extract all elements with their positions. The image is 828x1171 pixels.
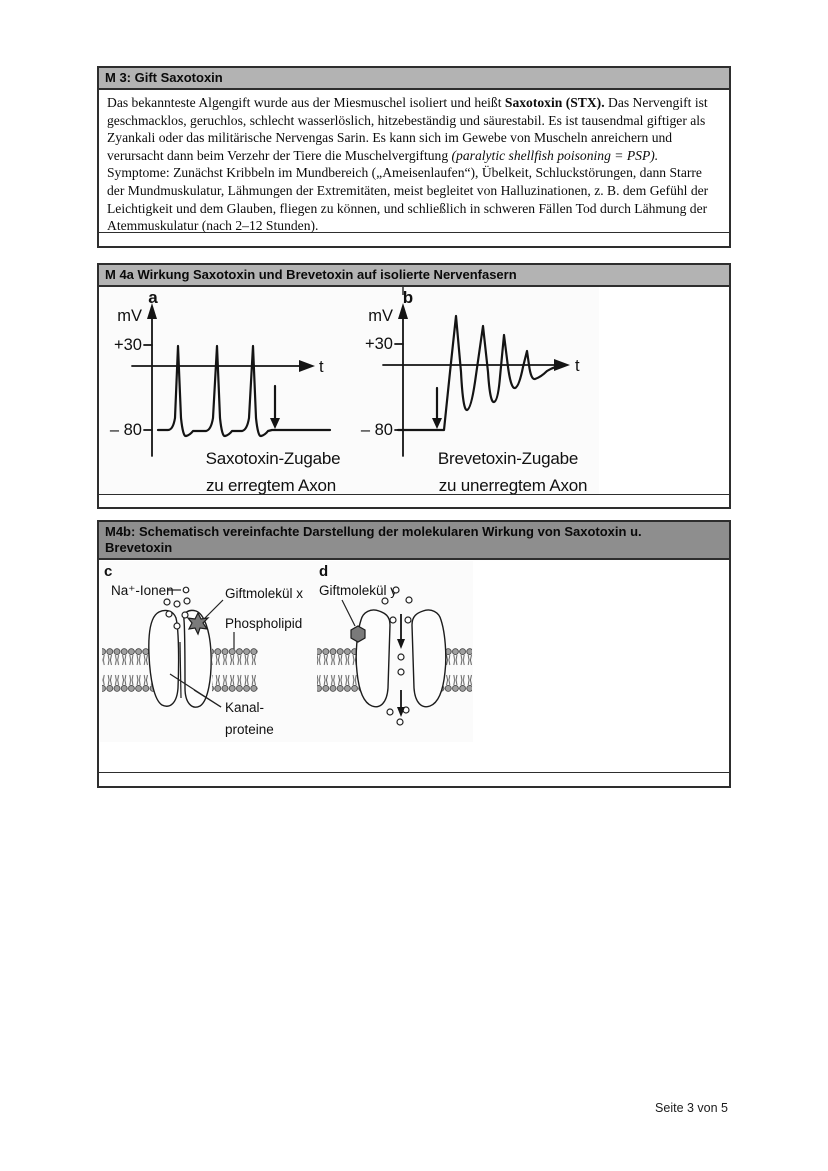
tick-plus30-label: +30 bbox=[365, 335, 393, 353]
x-axis-label: t bbox=[319, 358, 324, 376]
sodium-ions-flow bbox=[381, 586, 413, 726]
m3-header: M 3: Gift Saxotoxin bbox=[99, 68, 729, 90]
page-number: Seite 3 von 5 bbox=[655, 1101, 728, 1115]
phospholipid-bilayer-left bbox=[102, 648, 157, 692]
m3-run-5: Symptome: Zunächst Kribbeln im Mundberei… bbox=[107, 165, 709, 234]
x-axis-arrow-icon bbox=[299, 360, 315, 372]
channel-pointer-line-2 bbox=[193, 689, 222, 708]
phospholipid-bilayer-right bbox=[212, 648, 258, 692]
m4a-figure-area: a mV t +30 – 80 bbox=[99, 287, 729, 494]
tick-minus80-label: – 80 bbox=[110, 421, 142, 439]
saxotoxin-addition-arrow-icon bbox=[270, 384, 280, 429]
m4b-header: M4b: Schematisch vereinfachte Darstellun… bbox=[99, 522, 729, 560]
m3-run-3: Das Nervengift ist geschmacklos, geruchl… bbox=[107, 95, 708, 163]
ion-flow-arrow-top-icon bbox=[397, 614, 405, 649]
figure-background bbox=[100, 287, 599, 494]
graph-b-caption-line2: zu unerregtem Axon bbox=[439, 476, 588, 494]
channel-protein-label-line2: proteine bbox=[225, 722, 274, 737]
tick-plus30-label: +30 bbox=[114, 336, 142, 354]
tick-minus80-label: – 80 bbox=[361, 421, 393, 439]
graph-a: a mV t +30 – 80 bbox=[110, 288, 341, 494]
m4b-figure-area: c Na⁺-Ionen Giftmolekül x Phospholipid bbox=[99, 560, 729, 772]
m4b-empty-row bbox=[99, 772, 729, 786]
graph-b: b mV t +30 – 80 bbox=[361, 288, 588, 494]
y-axis-arrow-icon bbox=[147, 303, 157, 319]
na-ions-label: Na⁺-Ionen bbox=[111, 583, 174, 598]
m3-title: M 3: Gift Saxotoxin bbox=[105, 70, 223, 85]
m3-box: M 3: Gift Saxotoxin Das bekannteste Alge… bbox=[97, 66, 731, 248]
m3-empty-row bbox=[99, 232, 729, 246]
toxin-x-pointer-line bbox=[202, 599, 224, 621]
graph-b-caption-line1: Brevetoxin-Zugabe bbox=[438, 449, 578, 468]
channel-protein-label-line1: Kanal- bbox=[225, 700, 264, 715]
sodium-ions-cluster bbox=[163, 597, 191, 630]
channel-protein-right bbox=[183, 609, 212, 708]
diagram-d: d Giftmolekül y bbox=[317, 563, 472, 726]
diagram-c-letter: c bbox=[104, 563, 112, 580]
sodium-ion-icon bbox=[182, 586, 190, 594]
graph-b-letter: b bbox=[403, 288, 413, 307]
membrane-potential-trace-b bbox=[396, 314, 567, 432]
m4b-box: M4b: Schematisch vereinfachte Darstellun… bbox=[97, 520, 731, 788]
toxin-y-label: Giftmolekül y bbox=[319, 583, 397, 598]
toxin-x-label: Giftmolekül x bbox=[225, 586, 303, 601]
closed-channel-gate-line bbox=[179, 641, 182, 699]
graph-a-letter: a bbox=[148, 288, 158, 307]
ion-flow-arrow-bottom-icon bbox=[397, 690, 405, 717]
diagram-c: c Na⁺-Ionen Giftmolekül x Phospholipid bbox=[102, 563, 303, 737]
graph-a-caption-line2: zu erregtem Axon bbox=[206, 476, 336, 494]
channel-protein-left bbox=[355, 609, 391, 708]
m3-body-text: Das bekannteste Algengift wurde aus der … bbox=[99, 90, 729, 234]
channel-protein-right bbox=[411, 609, 447, 708]
channel-diagrams-figure: c Na⁺-Ionen Giftmolekül x Phospholipid bbox=[100, 561, 473, 742]
graph-a-caption-line1: Saxotoxin-Zugabe bbox=[206, 449, 341, 468]
toxin-y-pointer-line bbox=[341, 599, 356, 627]
phospholipid-label: Phospholipid bbox=[225, 616, 302, 631]
m4a-box: M 4a Wirkung Saxotoxin und Brevetoxin au… bbox=[97, 263, 731, 509]
membrane-potential-trace-a bbox=[156, 344, 332, 438]
toxin-y-hexagon-icon bbox=[350, 625, 366, 643]
y-axis-label: mV bbox=[368, 307, 393, 325]
brevetoxin-addition-arrow-icon bbox=[432, 386, 442, 429]
y-axis-arrow-icon bbox=[398, 303, 408, 319]
toxin-x-star-icon bbox=[186, 611, 210, 636]
m3-run-bold: Saxotoxin (STX). bbox=[504, 95, 605, 110]
channel-protein-left bbox=[148, 609, 180, 707]
m3-run-italic: (paralytic shellfish poisoning = PSP). bbox=[451, 147, 659, 163]
m4a-header: M 4a Wirkung Saxotoxin und Brevetoxin au… bbox=[99, 265, 729, 287]
m4b-title: M4b: Schematisch vereinfachte Darstellun… bbox=[105, 524, 642, 555]
diagram-d-letter: d bbox=[319, 563, 328, 580]
nerve-graphs-figure: a mV t +30 – 80 bbox=[100, 287, 599, 494]
m4a-empty-row bbox=[99, 494, 729, 507]
m4a-title: M 4a Wirkung Saxotoxin und Brevetoxin au… bbox=[105, 267, 517, 282]
m3-run-1: Das bekannteste Algengift wurde aus der … bbox=[107, 95, 505, 110]
x-axis-label: t bbox=[575, 357, 580, 375]
y-axis-label: mV bbox=[117, 307, 142, 325]
